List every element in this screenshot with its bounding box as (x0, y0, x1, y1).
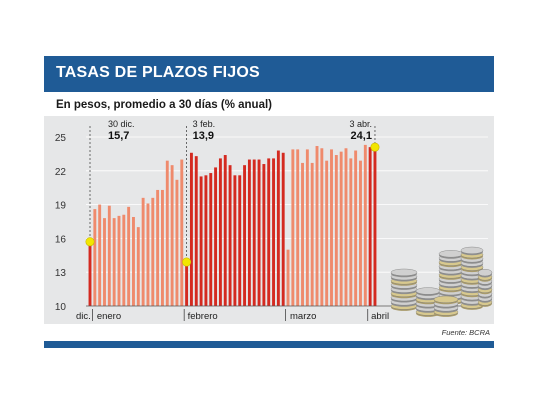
bar (127, 206, 131, 306)
chart-subtitle: En pesos, promedio a 30 días (% anual) (56, 99, 273, 111)
y-tick-label: 13 (55, 268, 67, 279)
coin (460, 246, 484, 255)
bar (359, 160, 362, 306)
bar (218, 158, 222, 306)
bar (310, 162, 314, 306)
bar (161, 189, 164, 306)
bar (363, 144, 367, 306)
bar (296, 149, 300, 306)
annotation-date: 3 feb. (193, 119, 216, 129)
bar (223, 155, 227, 306)
bar (252, 159, 256, 306)
bar (93, 209, 97, 306)
coin (415, 287, 441, 295)
bar (330, 149, 333, 306)
annotation-value: 24,1 (351, 130, 372, 142)
bar (98, 204, 102, 306)
x-month-label: enero (97, 311, 121, 322)
bar (194, 156, 198, 306)
bar (243, 165, 247, 306)
bar (107, 205, 111, 306)
bar (320, 148, 324, 306)
x-month-label: dic. (76, 311, 91, 322)
bar (156, 189, 160, 306)
bar (272, 158, 275, 306)
bar (349, 158, 353, 306)
annotation-marker (182, 257, 192, 267)
bar (185, 262, 189, 306)
bar (247, 159, 251, 306)
annotation-marker (85, 237, 95, 247)
bar (305, 149, 309, 306)
x-month-label: marzo (290, 311, 316, 322)
bar (344, 148, 348, 306)
bar (88, 241, 92, 306)
bar (103, 218, 106, 306)
coin (390, 268, 418, 277)
bar (368, 147, 372, 306)
y-tick-label: 10 (55, 302, 67, 313)
bar (112, 218, 116, 306)
bar (286, 249, 290, 306)
bar (165, 160, 169, 306)
bar (199, 176, 203, 306)
annotation-value: 13,9 (193, 130, 214, 142)
y-tick-label: 22 (55, 167, 67, 178)
coin (477, 269, 493, 277)
bar (132, 216, 135, 306)
annotation-value: 15,7 (108, 130, 129, 142)
bar (334, 155, 338, 306)
bar (204, 175, 208, 306)
bar (122, 214, 126, 306)
bar (146, 203, 150, 306)
source-note: Fuente: BCRA (441, 328, 490, 337)
bar (354, 150, 358, 306)
page-title: TASAS DE PLAZOS FIJOS (56, 64, 260, 81)
annotation-date: 3 abr. (349, 119, 372, 129)
bottom-bar (44, 341, 494, 348)
coin (438, 250, 464, 258)
bar (276, 150, 280, 306)
y-tick-label: 16 (55, 234, 67, 245)
bar (189, 152, 193, 306)
bar (291, 149, 295, 306)
x-month-label: febrero (188, 311, 218, 322)
bar (170, 165, 174, 306)
bar (180, 159, 184, 306)
bar (301, 162, 304, 306)
bar (315, 146, 319, 306)
bar (175, 179, 179, 306)
bar (233, 175, 237, 306)
bar (228, 165, 232, 306)
bar (151, 197, 155, 306)
coin-stacks-illustration (390, 246, 493, 317)
bar (339, 151, 343, 306)
coin (433, 295, 459, 304)
bar (136, 227, 140, 306)
bar (262, 164, 266, 306)
title-bar: TASAS DE PLAZOS FIJOS (44, 56, 494, 92)
bar (281, 152, 285, 306)
bar (325, 160, 329, 306)
bar (238, 175, 242, 306)
bar (117, 215, 121, 306)
annotation-marker (370, 142, 380, 152)
bar (209, 173, 213, 306)
annotation-date: 30 dic. (108, 119, 135, 129)
y-tick-label: 25 (55, 133, 67, 144)
bar (373, 147, 377, 306)
bar (214, 167, 218, 306)
x-month-label: abril (371, 311, 389, 322)
bar (141, 197, 145, 306)
y-tick-label: 19 (55, 201, 67, 212)
bar (267, 158, 271, 306)
bar (257, 159, 261, 306)
